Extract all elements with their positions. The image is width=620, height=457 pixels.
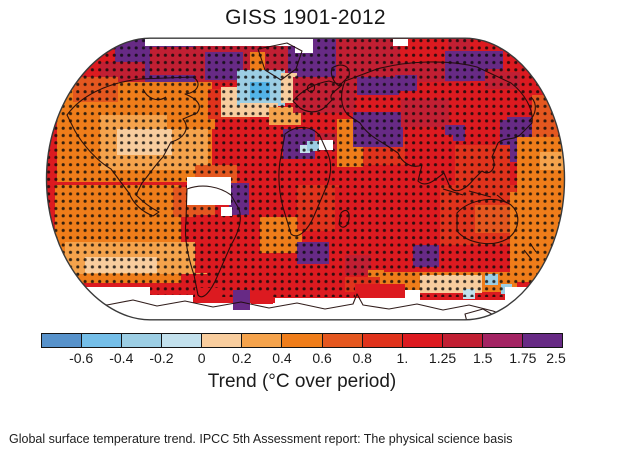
coastline	[257, 42, 303, 81]
coastline	[66, 76, 200, 217]
colorbar-segment	[441, 334, 482, 347]
coastline	[58, 293, 518, 318]
coastline	[456, 198, 519, 245]
no-data-region	[393, 39, 408, 46]
colorbar-tick: 0	[197, 350, 206, 366]
colorbar-tick: 1.25	[428, 350, 457, 366]
coastline	[338, 210, 350, 228]
colorbar-tick: -0.6	[69, 350, 94, 366]
colorbar-segment	[241, 334, 282, 347]
colorbar-segment	[81, 334, 122, 347]
colorbar-tick: 0.2	[232, 350, 252, 366]
colorbar-tick: -0.2	[149, 350, 174, 366]
colorbar-tick: 0.6	[312, 350, 332, 366]
colorbar-tick: 1.75	[509, 350, 537, 366]
world-temperature-map	[45, 37, 566, 321]
colorbar-tick: 1.5	[472, 350, 493, 366]
coastline	[464, 308, 496, 320]
no-data-region	[221, 207, 232, 216]
coastline	[292, 80, 343, 113]
coastline	[341, 61, 533, 192]
coastline-outlines	[58, 42, 537, 320]
colorbar-tick: 1.	[396, 350, 409, 366]
colorbar-ticks: -0.6 -0.4 -0.2 0 0.2 0.4 0.6 0.8 1. 1.25 1.5 1.75 2.…	[41, 350, 566, 369]
colorbar-segment	[281, 334, 322, 347]
map-patch	[233, 290, 250, 310]
coastline	[184, 185, 241, 298]
coastline	[330, 64, 350, 87]
colorbar-segments	[41, 333, 563, 348]
colorbar-tick: -0.4	[109, 350, 134, 366]
no-data-region	[46, 287, 565, 320]
colorbar-segment	[161, 334, 202, 347]
colorbar-segment	[201, 334, 242, 347]
colorbar-segment	[481, 334, 522, 347]
map-patch	[251, 293, 273, 304]
no-data-region	[145, 38, 300, 46]
colorbar-segment	[401, 334, 442, 347]
coastline	[278, 126, 332, 237]
colorbar-tick: 0.8	[352, 350, 372, 366]
map-antarctic-patches	[195, 284, 405, 310]
colorbar-segment	[361, 334, 402, 347]
coastline	[528, 96, 536, 122]
no-data-region	[295, 39, 313, 53]
coastline	[306, 83, 316, 93]
colorbar-label: Trend (°C over period)	[207, 371, 397, 392]
colorbar-tick: 2.5	[546, 350, 566, 366]
coastline	[142, 88, 167, 101]
colorbar-segment	[521, 334, 563, 347]
colorbar: -0.6 -0.4 -0.2 0 0.2 0.4 0.6 0.8 1. 1.25 1.5 1.75 2.…	[41, 333, 566, 393]
map-patch	[355, 284, 405, 298]
colorbar-segment	[42, 334, 82, 347]
colorbar-segment	[321, 334, 362, 347]
figure-caption: Global surface temperature trend. IPCC 5…	[9, 432, 513, 446]
map-border	[45, 37, 566, 321]
stippling-dots	[46, 38, 565, 297]
coastline	[523, 242, 537, 261]
no-data-region	[319, 140, 333, 150]
map-patch	[195, 288, 221, 301]
colorbar-segment	[121, 334, 162, 347]
colorbar-tick: 0.4	[272, 350, 292, 366]
figure-title: GISS 1901-2012	[225, 6, 386, 29]
